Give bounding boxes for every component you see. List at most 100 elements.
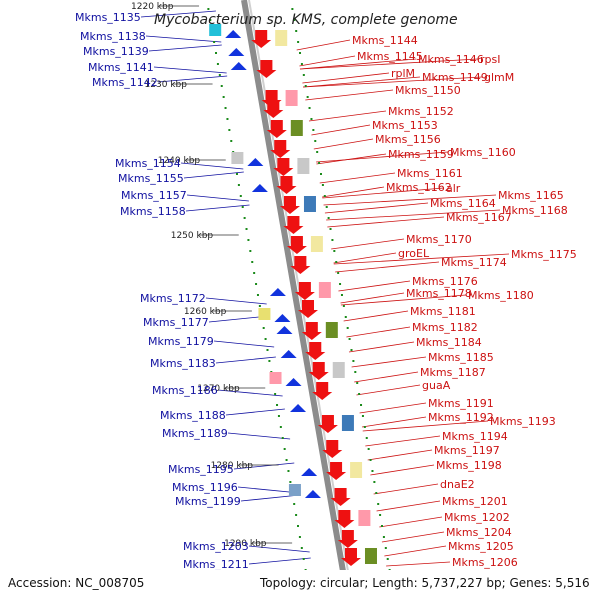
track-dot [377, 503, 380, 505]
gene-label-left[interactable]: Mkms_1142 [92, 76, 158, 89]
gene-label-right[interactable]: Mkms_1153 [372, 119, 438, 132]
gene-box [209, 24, 222, 36]
gene-label-right[interactable]: Mkms_1164 [430, 197, 496, 210]
gene-arrow-forward [283, 216, 304, 234]
gene-label-right[interactable]: Mkms_1191 [428, 397, 494, 410]
gene-label-left[interactable]: Mkms_1183 [150, 357, 216, 370]
kbp-tick-label: 1230 kbp [145, 80, 188, 90]
gene-box [325, 322, 338, 338]
track-dot [268, 360, 271, 362]
gene-label-left[interactable]: Mkms_1177 [143, 316, 209, 329]
gene-label-right[interactable]: Mkms_1206 [452, 556, 518, 569]
gene-label-right[interactable]: Mkms_1205 [448, 540, 514, 553]
gene-label-right[interactable]: Mkms_1162 [386, 181, 452, 194]
gene-label-right[interactable]: guaA [422, 379, 451, 392]
track-dot [293, 19, 296, 21]
label-connector-left [213, 340, 275, 348]
track-dot [342, 305, 345, 307]
track-dot [228, 129, 231, 131]
gene-label-right[interactable]: rplM [391, 67, 415, 80]
gene-label-right[interactable]: Mkms_1146 [418, 53, 484, 66]
gene-label-right[interactable]: Mkms_1185 [428, 351, 494, 364]
gene-arrow-reverse [228, 48, 245, 56]
gene-label-left[interactable]: Mkms_1203 [183, 540, 249, 553]
track-dot [299, 52, 302, 54]
gene-label-right[interactable]: Mkms_1150 [395, 84, 461, 97]
gene-label-left[interactable]: Mkms_1195 [168, 463, 234, 476]
gene-label-right[interactable]: Mkms_1182 [412, 321, 478, 334]
track-dot [297, 525, 299, 527]
gene-label-left[interactable]: Mkms_1139 [83, 45, 149, 58]
gene-label-right[interactable]: Mkms_1202 [444, 511, 510, 524]
gene-label-right[interactable]: dnaE2 [440, 478, 475, 491]
gene-label-right[interactable]: Mkms_1187 [420, 366, 486, 379]
gene-arrow-reverse [290, 404, 307, 412]
gene-label-right[interactable]: Mkms_1197 [434, 444, 500, 457]
label-connector-right [354, 371, 419, 383]
gene-label-left[interactable]: Mkms_1158 [120, 205, 186, 218]
kbp-tick-label: 1250 kbp [171, 231, 214, 241]
track-dot [323, 195, 326, 197]
gene-label-left[interactable]: Mkms_1199 [175, 495, 241, 508]
gene-label-right[interactable]: Mkms_1176 [412, 275, 478, 288]
gene-arrow-reverse [230, 62, 247, 70]
track-dot [289, 481, 292, 483]
gene-label-right[interactable]: Mkms_1175 [511, 248, 577, 261]
gene-label-right[interactable]: Mkms_1161 [397, 167, 463, 180]
gene-label-left[interactable]: Mkms_1188 [160, 409, 226, 422]
gene-arrow-forward [273, 158, 294, 176]
gene-label-right[interactable]: Mkms_1201 [442, 495, 508, 508]
label-connector-right [356, 384, 421, 396]
gene-label-right[interactable]: Mkms_1156 [375, 133, 441, 146]
gene-label-right[interactable]: glmM [484, 71, 514, 84]
gene-label-right[interactable]: Mkms_1170 [406, 233, 472, 246]
gene-label-right[interactable]: Mkms_1178 [406, 287, 472, 300]
gene-label-left[interactable]: Mkms_1186 [152, 384, 218, 397]
gene-label-right[interactable]: Mkms_1198 [436, 459, 502, 472]
gene-label-left[interactable]: Mkms_1141 [88, 61, 154, 74]
gene-label-right[interactable]: Mkms_1168 [502, 204, 568, 217]
gene-label-left[interactable]: Mkms_1189 [162, 427, 228, 440]
gene-label-right[interactable]: Mkms_1180 [468, 289, 534, 302]
gene-label-right[interactable]: Mkms_1144 [352, 34, 418, 47]
gene-label-right[interactable]: Mkms_1152 [388, 105, 454, 118]
track-dot [319, 173, 322, 175]
kbp-tick-label: 1290 kbp [224, 539, 267, 549]
track-dot [279, 426, 282, 428]
track-dot [302, 558, 305, 560]
gene-label-right[interactable]: Mkms_1194 [442, 430, 508, 443]
gene-label-right[interactable]: Mkms_1159 [388, 148, 454, 161]
gene-label-left[interactable]: Mkms_1135 [75, 11, 141, 24]
gene-label-right[interactable]: rpsI [480, 53, 500, 66]
gene-label-right[interactable]: Mkms_1149 [422, 71, 488, 84]
gene-label-right[interactable]: Mkms_1181 [410, 305, 476, 318]
gene-arrow-reverse [304, 490, 321, 498]
gene-label-right[interactable]: groEL [398, 247, 430, 260]
gene-label-right[interactable]: Mkms_1165 [498, 189, 564, 202]
gene-label-left[interactable]: Mkms_1196 [172, 481, 238, 494]
gene-label-left[interactable]: Mkms_1172 [140, 292, 206, 305]
track-dot [375, 492, 378, 494]
gene-label-left[interactable]: Mkms_1154 [115, 157, 181, 170]
track-dot [331, 239, 334, 241]
gene-label-right[interactable]: Mkms_1193 [490, 415, 556, 428]
label-connector-left [145, 35, 222, 43]
track-dot [360, 404, 363, 406]
gene-label-right[interactable]: Mkms_1204 [446, 526, 512, 539]
gene-label-right[interactable]: Mkms_1145 [357, 50, 423, 63]
gene-label-right[interactable]: Mkms_1160 [450, 146, 516, 159]
gene-label-right[interactable]: alr [446, 182, 461, 195]
label-connector-right [313, 138, 374, 150]
gene-label-left[interactable]: Mkms_1179 [148, 335, 214, 348]
track-dot [321, 184, 324, 186]
gene-arrow-forward [279, 196, 300, 214]
gene-label-left[interactable]: Mkms_1211 [183, 558, 249, 571]
gene-label-right[interactable]: Mkms_1192 [428, 411, 494, 424]
gene-label-right[interactable]: Mkms_1184 [416, 336, 482, 349]
gene-label-right[interactable]: Mkms_1174 [441, 256, 507, 269]
label-connector-left [248, 557, 311, 565]
gene-label-right[interactable]: Mkms_1167 [446, 211, 512, 224]
gene-label-left[interactable]: Mkms_1138 [80, 30, 146, 43]
gene-label-left[interactable]: Mkms_1157 [121, 189, 187, 202]
gene-label-left[interactable]: Mkms_1155 [118, 172, 184, 185]
